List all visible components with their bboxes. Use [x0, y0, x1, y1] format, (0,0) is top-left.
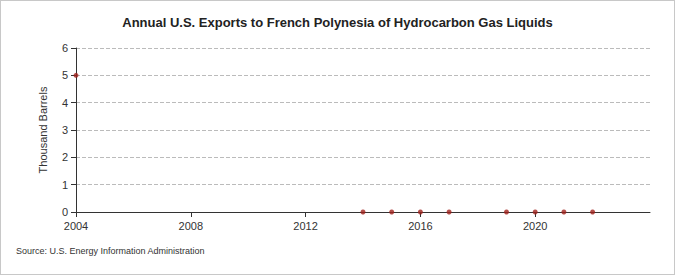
svg-text:5: 5 [62, 69, 68, 81]
svg-text:6: 6 [62, 42, 68, 54]
svg-text:Source: U.S. Energy Informatio: Source: U.S. Energy Information Administ… [16, 246, 205, 256]
svg-text:2020: 2020 [523, 220, 547, 232]
svg-text:0: 0 [62, 206, 68, 218]
svg-text:2012: 2012 [293, 220, 317, 232]
svg-text:Thousand Barrels: Thousand Barrels [37, 86, 49, 173]
svg-text:4: 4 [62, 97, 68, 109]
svg-text:2008: 2008 [179, 220, 203, 232]
svg-text:1: 1 [62, 179, 68, 191]
svg-text:3: 3 [62, 124, 68, 136]
svg-text:Annual U.S. Exports to French: Annual U.S. Exports to French Polynesia … [122, 15, 553, 30]
svg-text:2004: 2004 [64, 220, 88, 232]
svg-text:2: 2 [62, 151, 68, 163]
svg-text:2016: 2016 [408, 220, 432, 232]
